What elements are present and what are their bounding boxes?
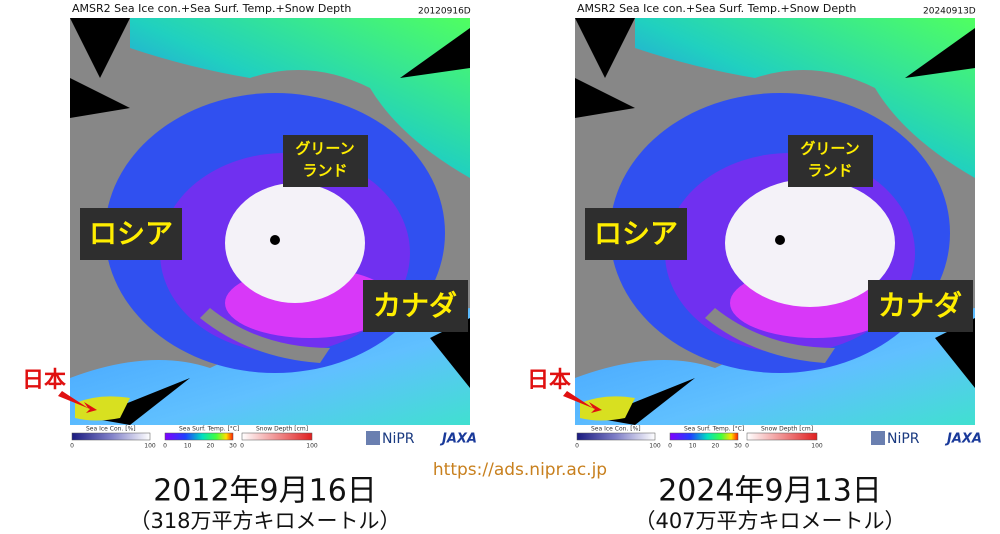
legend-tick-label: 30 — [229, 443, 237, 450]
legend-bar — [746, 432, 818, 441]
no-data-wedge — [70, 78, 130, 118]
legend-tick-label: 10 — [184, 443, 192, 450]
legend-tick-label: 0 — [163, 443, 167, 450]
japan-arrow — [563, 391, 602, 413]
legend-tick-label: 100 — [649, 443, 661, 450]
sea-ice — [225, 183, 365, 303]
label-japan: 日本 — [22, 368, 66, 393]
legend-title: Sea Surf. Temp. [°C] — [179, 426, 239, 433]
logo-jaxa: JAXA — [439, 432, 477, 447]
legend-bar — [576, 432, 656, 441]
label-greenland: ランド — [302, 162, 347, 180]
caption-area: （407万平方キロメートル） — [634, 509, 905, 533]
no-data-wedge — [430, 318, 470, 388]
source-url[interactable]: https://ads.nipr.ac.jp — [433, 460, 607, 480]
label-greenland: ランド — [807, 162, 852, 180]
map-header-date: 20240913D — [923, 7, 976, 17]
legend-title: Sea Surf. Temp. [°C] — [684, 426, 744, 433]
label-canada: カナダ — [878, 289, 962, 322]
legend-tick-label: 100 — [144, 443, 156, 450]
land-channel — [200, 308, 330, 363]
legend-tick-label: 0 — [575, 443, 579, 450]
legend-title: Sea Ice Con. [%] — [86, 426, 136, 433]
caption-date: 2024年9月13日 — [658, 474, 882, 509]
legend-title: Sea Ice Con. [%] — [591, 426, 641, 433]
legend-tick-label: 100 — [811, 443, 823, 450]
legend-bar — [669, 432, 739, 441]
label-russia: ロシア — [594, 217, 678, 250]
legend-title: Snow Depth [cm] — [256, 426, 308, 433]
legend-tick-label: 0 — [745, 443, 749, 450]
no-data-wedge — [935, 318, 975, 388]
legend-bar — [71, 432, 151, 441]
japan-arrow — [58, 391, 97, 413]
ocean-north — [130, 18, 470, 178]
legend-bar — [164, 432, 234, 441]
no-data-wedge — [70, 18, 130, 78]
map-header-title: AMSR2 Sea Ice con.+Sea Surf. Temp.+Snow … — [577, 2, 856, 15]
legend-tick-label: 20 — [207, 443, 215, 450]
legend-tick-label: 20 — [712, 443, 720, 450]
nipr-icon — [366, 431, 380, 445]
land-channel — [705, 308, 835, 363]
caption-date: 2012年9月16日 — [153, 474, 377, 509]
ocean-north — [635, 18, 975, 178]
label-japan: 日本 — [527, 368, 571, 393]
no-data-wedge — [575, 18, 635, 78]
no-data-wedge — [575, 78, 635, 118]
legend-tick-label: 0 — [70, 443, 74, 450]
japan-land — [580, 396, 635, 421]
map-panel: AMSR2 Sea Ice con.+Sea Surf. Temp.+Snow … — [527, 2, 982, 455]
caption-area: （318万平方キロメートル） — [129, 509, 400, 533]
japan-land — [75, 396, 130, 421]
label-box-russia — [585, 208, 687, 260]
label-box-canada — [363, 280, 468, 332]
legend-tick-label: 10 — [689, 443, 697, 450]
label-box-russia — [80, 208, 182, 260]
label-russia: ロシア — [89, 217, 173, 250]
logo-jaxa: JAXA — [944, 432, 982, 447]
pole-marker — [775, 235, 785, 245]
legend-tick-label: 100 — [306, 443, 318, 450]
label-greenland: グリーン — [800, 140, 859, 158]
label-canada: カナダ — [373, 289, 457, 322]
map-header-date: 20120916D — [418, 7, 471, 17]
label-greenland: グリーン — [295, 140, 354, 158]
sea-ice — [725, 179, 895, 307]
nipr-icon — [871, 431, 885, 445]
no-data-wedge — [400, 28, 470, 78]
label-box-greenland — [788, 135, 873, 187]
label-box-canada — [868, 280, 973, 332]
map-header-title: AMSR2 Sea Ice con.+Sea Surf. Temp.+Snow … — [72, 2, 351, 15]
pole-marker — [270, 235, 280, 245]
legend-tick-label: 30 — [734, 443, 742, 450]
legend-title: Snow Depth [cm] — [761, 426, 813, 433]
label-box-greenland — [283, 135, 368, 187]
legend-tick-label: 0 — [240, 443, 244, 450]
legend-tick-label: 0 — [668, 443, 672, 450]
map-panel: AMSR2 Sea Ice con.+Sea Surf. Temp.+Snow … — [22, 2, 477, 455]
logo-nipr: NiPR — [382, 431, 415, 447]
logo-nipr: NiPR — [887, 431, 920, 447]
no-data-wedge — [905, 28, 975, 78]
legend-bar — [241, 432, 313, 441]
